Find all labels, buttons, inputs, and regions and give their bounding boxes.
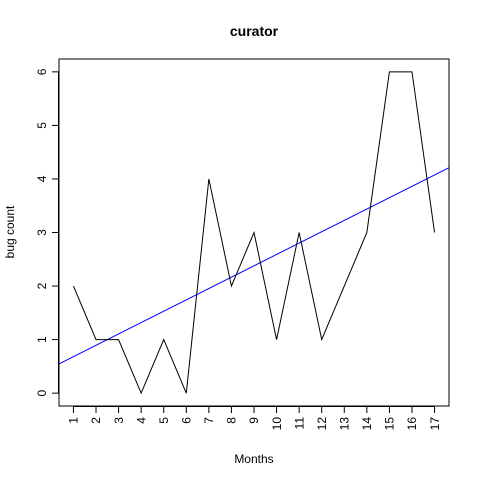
x-tick-label: 7 xyxy=(202,417,216,424)
y-axis: 0 1 2 3 4 5 6 xyxy=(35,68,59,396)
x-axis-label: Months xyxy=(234,452,273,466)
series-line xyxy=(72,71,436,395)
y-tick-label: 2 xyxy=(35,282,49,289)
x-tick-label: 6 xyxy=(179,417,193,424)
x-tick-label: 14 xyxy=(360,417,374,431)
y-tick-label: 0 xyxy=(35,389,49,396)
x-tick-label: 11 xyxy=(292,417,306,430)
x-tick-label: 17 xyxy=(428,417,442,431)
x-tick-label: 3 xyxy=(112,417,126,424)
x-tick-label: 2 xyxy=(89,417,103,424)
y-axis-label: bug count xyxy=(3,205,17,258)
x-tick-label: 5 xyxy=(157,417,171,424)
trend-line xyxy=(59,167,449,365)
x-tick-label: 16 xyxy=(405,417,419,431)
x-tick-label: 8 xyxy=(225,417,239,424)
y-tick-label: 5 xyxy=(35,122,49,129)
x-tick-label: 10 xyxy=(270,417,284,431)
x-tick-label: 12 xyxy=(315,417,329,431)
y-tick-label: 4 xyxy=(35,175,49,182)
x-axis: 1 2 3 4 5 6 7 8 9 10 11 12 13 14 15 16 17 xyxy=(67,406,442,430)
trend-layer xyxy=(59,167,449,365)
x-tick-label: 13 xyxy=(337,417,351,431)
x-tick-label: 4 xyxy=(134,417,148,424)
y-tick-label: 1 xyxy=(35,336,49,343)
x-tick-label: 1 xyxy=(67,417,81,424)
x-tick-label: 9 xyxy=(247,417,261,424)
series-layer xyxy=(72,71,436,395)
y-tick-label: 6 xyxy=(35,68,49,75)
chart-title: curator xyxy=(230,23,279,39)
x-tick-label: 15 xyxy=(383,417,397,431)
y-tick-label: 3 xyxy=(35,229,49,236)
